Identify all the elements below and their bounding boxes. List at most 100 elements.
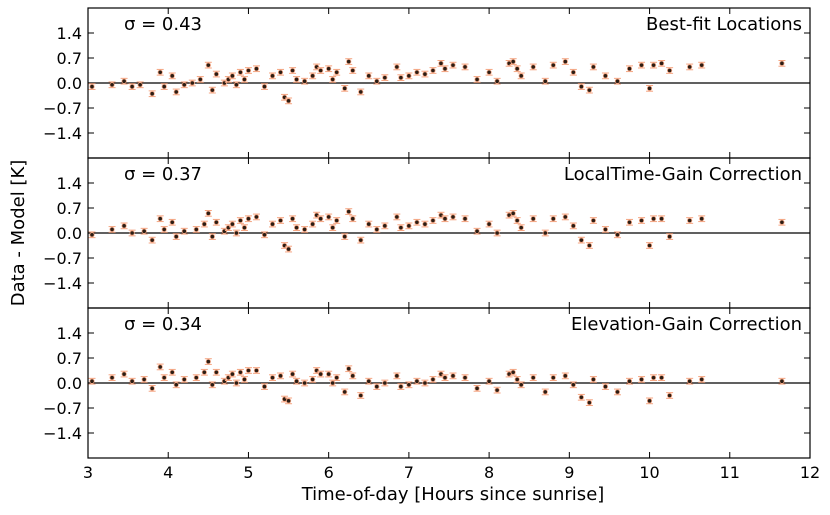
y-tick-label: 1.4 — [57, 324, 82, 343]
marker — [241, 76, 248, 83]
data-point — [698, 376, 706, 383]
panel-frame — [87, 307, 811, 459]
data-point — [277, 68, 285, 76]
marker — [374, 383, 380, 390]
marker — [318, 371, 324, 377]
marker — [667, 67, 673, 74]
data-point — [128, 377, 136, 385]
data-point — [650, 215, 658, 223]
marker — [289, 67, 296, 74]
marker — [229, 73, 235, 79]
data-point — [345, 208, 353, 215]
marker — [350, 67, 356, 74]
marker — [169, 73, 175, 79]
marker — [366, 73, 372, 79]
marker — [342, 389, 348, 395]
data-point — [293, 224, 301, 231]
marker — [414, 69, 420, 75]
marker — [161, 226, 167, 233]
data-point — [626, 218, 633, 226]
data-point — [260, 83, 268, 90]
y-tick-label: 0.0 — [57, 374, 82, 393]
marker — [193, 226, 199, 233]
data-point — [345, 365, 353, 373]
data-point — [473, 227, 481, 235]
marker — [438, 371, 444, 377]
marker — [779, 60, 785, 66]
data-point — [397, 74, 405, 81]
data-point — [421, 220, 429, 228]
x-tick-label: 8 — [484, 463, 494, 482]
data-point — [120, 370, 128, 378]
data-point — [289, 215, 297, 223]
marker — [462, 216, 468, 222]
marker — [334, 69, 340, 75]
data-point — [589, 217, 597, 224]
marker — [157, 216, 163, 222]
marker — [169, 219, 175, 225]
data-point — [289, 370, 297, 378]
x-axis-title: Time-of-day [Hours since sunrise] — [301, 484, 605, 505]
data-point — [577, 236, 585, 244]
marker — [173, 89, 179, 95]
data-point — [228, 220, 236, 228]
marker — [289, 216, 296, 222]
data-point — [686, 217, 694, 224]
data-point — [589, 63, 597, 71]
data-point — [156, 363, 164, 371]
data-point — [381, 222, 389, 230]
data-point — [650, 374, 658, 381]
data-point — [333, 374, 341, 381]
data-point — [357, 88, 365, 96]
data-point — [493, 77, 501, 85]
data-point — [541, 229, 549, 237]
marker — [157, 364, 163, 370]
marker — [161, 375, 167, 381]
data-point — [301, 379, 309, 387]
data-point — [128, 229, 136, 237]
marker — [213, 71, 219, 77]
data-point — [232, 229, 240, 237]
data-point — [285, 97, 293, 105]
data-point — [108, 374, 116, 381]
marker — [229, 371, 235, 377]
marker — [109, 82, 115, 88]
data-point — [613, 231, 621, 239]
marker — [233, 380, 240, 386]
data-point — [269, 374, 277, 381]
marker — [562, 373, 568, 379]
marker — [578, 237, 584, 243]
marker — [277, 373, 284, 379]
marker — [358, 89, 364, 95]
x-tick-label: 6 — [324, 463, 334, 482]
marker — [626, 378, 633, 384]
marker — [602, 73, 609, 79]
marker — [530, 64, 536, 70]
panel-title: LocalTime-Gain Correction — [564, 164, 802, 185]
data-point — [513, 65, 521, 73]
marker — [486, 69, 492, 75]
marker — [422, 71, 428, 77]
data-point — [317, 67, 325, 74]
data-point — [658, 60, 666, 67]
marker — [494, 230, 500, 236]
x-tick-label: 9 — [564, 463, 574, 482]
marker — [430, 67, 436, 74]
marker — [293, 378, 300, 384]
data-point — [485, 220, 493, 228]
marker — [269, 375, 276, 381]
marker — [129, 230, 135, 236]
data-point — [585, 86, 593, 94]
data-point — [638, 217, 646, 224]
marker — [89, 378, 95, 384]
data-point — [569, 222, 577, 230]
data-point — [529, 63, 537, 71]
marker — [141, 228, 147, 234]
marker — [253, 66, 260, 72]
marker — [699, 62, 705, 68]
marker — [318, 216, 324, 222]
marker — [626, 219, 633, 225]
panels-layer: 1.4 0.7 0.0 −0.7 −1.4 σ = 0.43 Best-fit Locati… — [43, 7, 811, 459]
data-point — [493, 386, 501, 394]
marker — [229, 221, 235, 227]
